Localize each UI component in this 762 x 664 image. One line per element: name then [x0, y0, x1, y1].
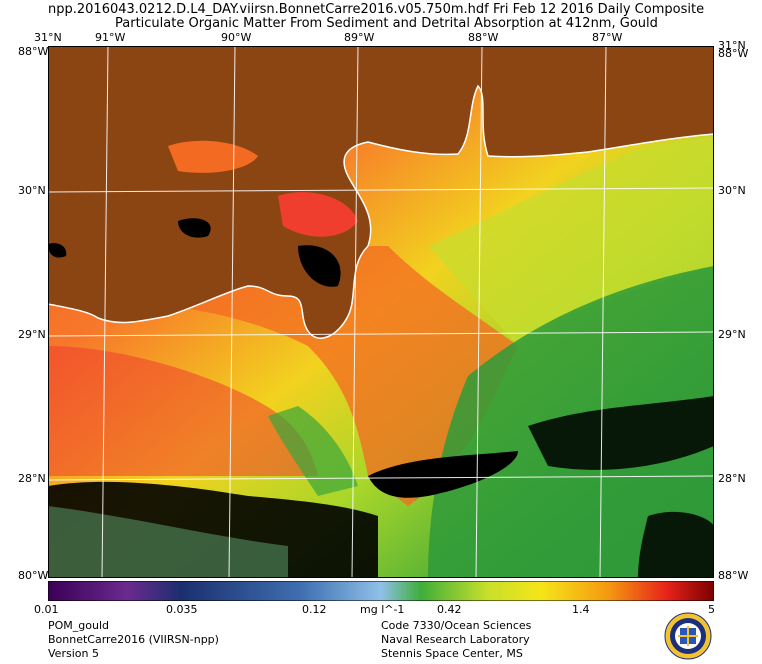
corner-lon-bottom-right: 88°W	[718, 569, 749, 582]
lat-label-30n-left: 30°N	[18, 184, 46, 197]
land-mass	[48, 46, 714, 339]
lat-label-29n-left: 29°N	[18, 328, 46, 341]
graticule	[48, 46, 714, 578]
colorbar-tick-2: 0.12	[302, 603, 327, 616]
coastline	[48, 84, 714, 339]
nodata-band-east	[528, 396, 714, 470]
lat-label-29n-right: 29°N	[718, 328, 746, 341]
corner-lat-top-left: 31°N	[34, 31, 62, 44]
sediment-plume	[48, 246, 518, 506]
lon-label-90w: 90°W	[221, 31, 252, 44]
corner-lon-top-left: 88°W	[18, 45, 49, 58]
colorbar-tick-5: 5	[708, 603, 715, 616]
colorbar	[48, 581, 714, 601]
inland-nodata-3	[48, 243, 67, 258]
colorbar-tick-4: 1.4	[572, 603, 590, 616]
lake-borgne	[278, 192, 358, 237]
nodata-band-center	[368, 451, 518, 498]
colorbar-tick-1: 0.035	[166, 603, 198, 616]
file-name: npp.2016043.0212.D.L4_DAY.viirsn.BonnetC…	[48, 2, 489, 17]
colorbar-tick-0: 0.01	[34, 603, 59, 616]
nodata-southeast	[638, 511, 714, 578]
colorbar-tick-3: 0.42	[437, 603, 462, 616]
corner-lat-top-right: 31°N	[718, 39, 746, 52]
satellite-map[interactable]	[48, 46, 714, 578]
lon-label-88w: 88°W	[468, 31, 499, 44]
lon-label-91w: 91°W	[95, 31, 126, 44]
nrl-seal-icon	[664, 612, 712, 660]
footer-region: BonnetCarre2016 (VIIRSN-npp)	[48, 633, 219, 646]
bluish-green-bottom	[48, 506, 288, 578]
colorbar-bar	[48, 581, 714, 601]
inland-nodata-2	[298, 245, 341, 287]
footer-version: Version 5	[48, 647, 99, 660]
composite-date: Fri Feb 12 2016 Daily Composite	[493, 2, 705, 17]
lon-label-87w: 87°W	[592, 31, 623, 44]
nearshore-plume	[48, 346, 318, 476]
lat-label-30n-right: 30°N	[718, 184, 746, 197]
product-title: Particulate Organic Matter From Sediment…	[115, 16, 658, 31]
lat-label-28n-left: 28°N	[18, 472, 46, 485]
inland-nodata-1	[178, 218, 211, 238]
footer-location: Stennis Space Center, MS	[381, 647, 523, 660]
lat-label-28n-right: 28°N	[718, 472, 746, 485]
colorbar-unit: mg l^-1	[360, 603, 405, 616]
footer-product-name: POM_gould	[48, 619, 110, 632]
map-frame	[48, 46, 714, 578]
corner-lon-top-right: 88°W	[718, 47, 749, 60]
lake-pontchartrain	[168, 140, 258, 173]
footer-lab: Naval Research Laboratory	[381, 633, 530, 646]
corner-lon-bottom-left: 80°W	[18, 569, 49, 582]
lon-label-89w: 89°W	[344, 31, 375, 44]
footer-code: Code 7330/Ocean Sciences	[381, 619, 532, 632]
green-tongue	[268, 406, 358, 496]
